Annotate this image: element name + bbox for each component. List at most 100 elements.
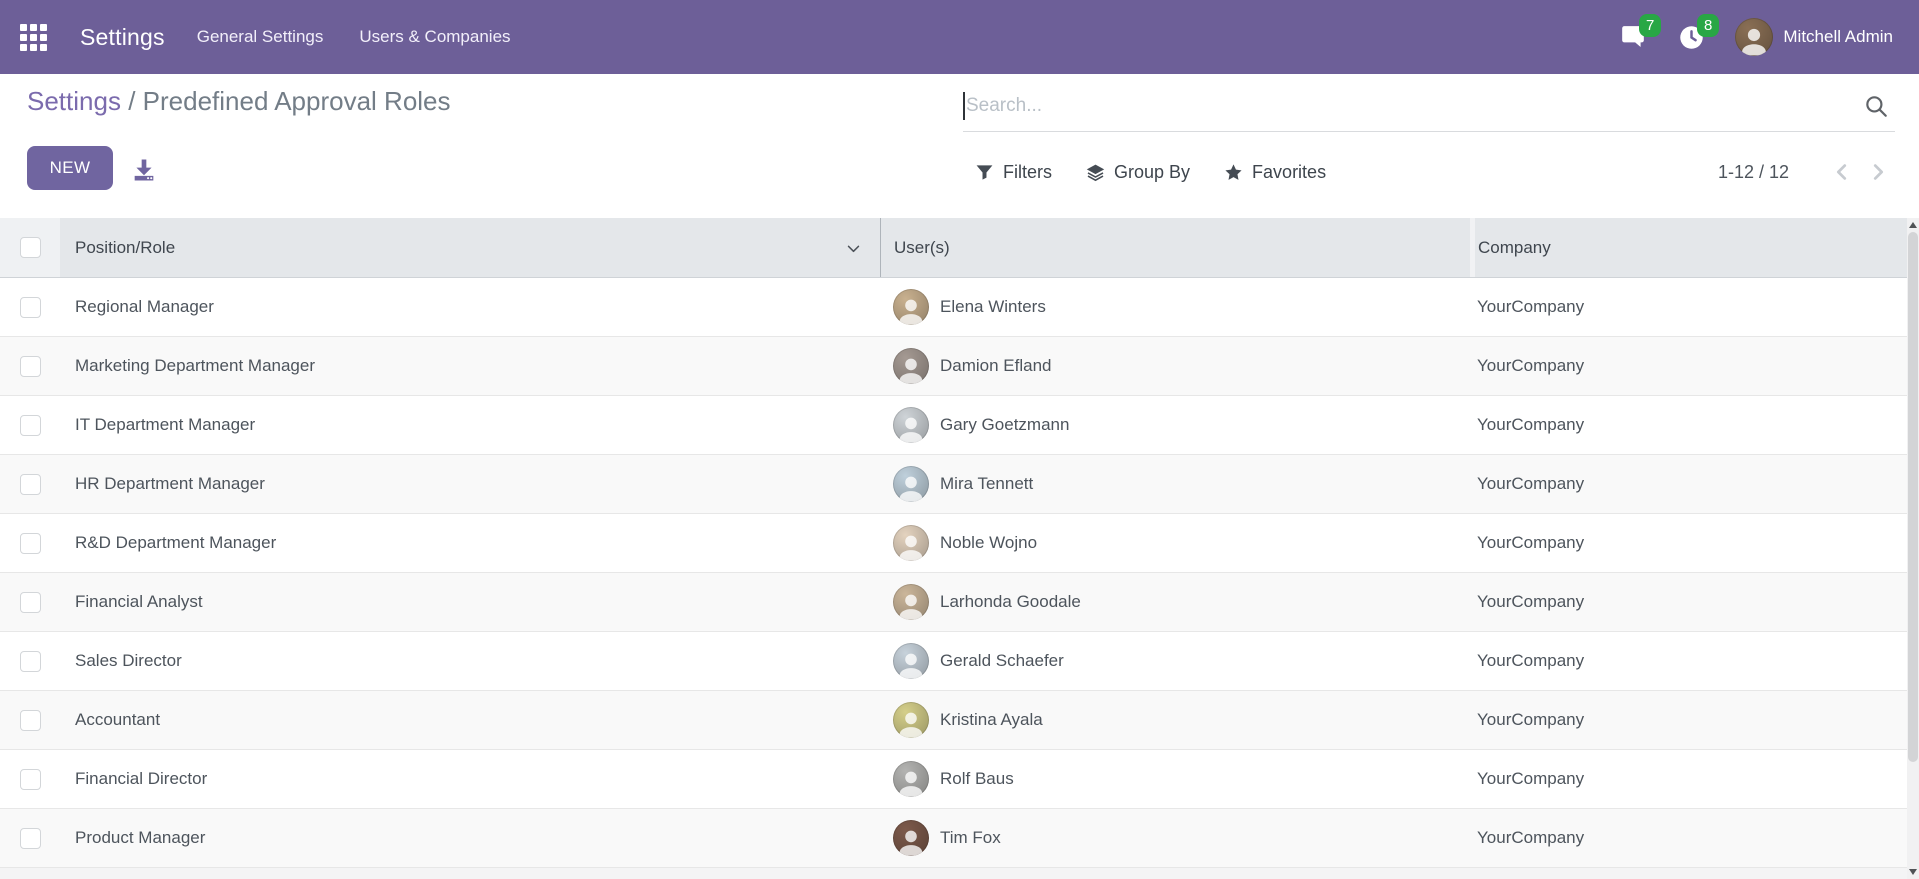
table-row[interactable]: Product Manager Tim Fox YourCompany [0,809,1907,868]
app-name-menu[interactable]: Settings [80,23,165,50]
column-header-position-role[interactable]: Position/Role [60,218,880,277]
user-avatar [893,289,929,325]
row-checkbox[interactable] [19,827,41,849]
breadcrumb-settings-link[interactable]: Settings [27,86,121,116]
activities-button[interactable]: 8 [1669,0,1720,74]
row-checkbox[interactable] [19,473,41,495]
role-label: Marketing Department Manager [75,356,316,375]
row-checkbox-cell [0,514,60,572]
user-avatar [893,466,929,502]
chat-bubble-icon [1622,26,1645,47]
export-download-icon[interactable] [130,156,158,184]
filters-button[interactable]: Filters [975,162,1052,183]
user-name: Gary Goetzmann [940,415,1070,434]
table-row[interactable]: Regional Manager Elena Winters YourCompa… [0,278,1907,337]
user-cell: Noble Wojno [880,514,1470,572]
group-by-button[interactable]: Group By [1086,162,1190,183]
messages-button[interactable]: 7 [1611,0,1662,74]
company-cell: YourCompany [1470,396,1907,454]
company-cell: YourCompany [1470,809,1907,867]
row-checkbox-cell [0,573,60,631]
row-checkbox[interactable] [19,709,41,731]
person-silhouette-icon [899,712,923,738]
layers-icon [1086,164,1105,181]
scroll-up-arrow[interactable] [1907,218,1919,232]
table-header: Position/Role User(s) Company [0,218,1907,278]
person-silhouette-icon [899,358,923,384]
messages-badge: 7 [1639,14,1662,37]
user-menu[interactable]: Mitchell Admin [1783,27,1893,46]
scrollbar-thumb[interactable] [1908,232,1918,762]
triangle-down-icon [1909,869,1917,875]
company-label: YourCompany [1477,415,1585,434]
pager-previous-icon[interactable] [1831,161,1853,183]
user-avatar[interactable] [1735,18,1774,56]
role-cell: IT Department Manager [60,396,880,454]
person-silhouette-icon [1742,28,1767,56]
table-row[interactable]: Marketing Department Manager Damion Efla… [0,337,1907,396]
user-cell: Elena Winters [880,278,1470,336]
favorites-label: Favorites [1252,161,1327,182]
apps-grid-icon[interactable] [8,0,58,74]
search-bar [963,80,1895,132]
select-all-checkbox[interactable] [19,237,41,258]
table-row[interactable]: HR Department Manager Mira Tennett YourC… [0,455,1907,514]
company-label: YourCompany [1477,533,1585,552]
role-label: Product Manager [75,828,206,847]
header-checkbox-cell [0,218,60,277]
search-icon[interactable] [1863,93,1889,119]
breadcrumb: Settings / Predefined Approval Roles [27,86,451,117]
role-label: Regional Manager [75,297,214,316]
row-checkbox[interactable] [19,768,41,790]
user-avatar [893,761,929,797]
user-avatar [893,702,929,738]
user-name: Rolf Baus [940,769,1014,788]
activities-badge: 8 [1697,14,1720,37]
user-cell: Gary Goetzmann [880,396,1470,454]
clock-icon [1680,25,1703,49]
row-checkbox[interactable] [19,532,41,554]
user-cell: Kristina Ayala [880,691,1470,749]
menu-users-companies[interactable]: Users & Companies [359,27,511,46]
table-row[interactable]: Financial Analyst Larhonda Goodale YourC… [0,573,1907,632]
table-row[interactable]: IT Department Manager Gary Goetzmann You… [0,396,1907,455]
menu-general-settings[interactable]: General Settings [196,27,324,46]
vertical-scrollbar[interactable] [1907,218,1919,879]
row-checkbox-cell [0,337,60,395]
table-row[interactable]: Financial Director Rolf Baus YourCompany [0,750,1907,809]
pager-next-icon[interactable] [1867,161,1889,183]
person-silhouette-icon [899,535,923,561]
table-row[interactable]: Sales Director Gerald Schaefer YourCompa… [0,632,1907,691]
role-label: Accountant [75,710,161,729]
new-button[interactable]: NEW [27,146,113,190]
pager-range: 1-12 / 12 [1717,161,1789,182]
user-avatar [893,643,929,679]
role-cell: Sales Director [60,632,880,690]
table-row[interactable]: R&D Department Manager Noble Wojno YourC… [0,514,1907,573]
list-view: Position/Role User(s) Company Regional M… [0,218,1907,879]
user-cell: Rolf Baus [880,750,1470,808]
row-checkbox[interactable] [19,591,41,613]
triangle-up-icon [1909,222,1917,228]
table-row[interactable]: Accountant Kristina Ayala YourCompany [0,691,1907,750]
funnel-icon [976,164,993,180]
row-checkbox-cell [0,632,60,690]
user-cell: Damion Efland [880,337,1470,395]
row-checkbox[interactable] [19,414,41,436]
user-name: Elena Winters [940,297,1046,316]
column-header-users[interactable]: User(s) [880,218,1470,277]
scroll-down-arrow[interactable] [1907,865,1919,879]
user-name: Larhonda Goodale [940,592,1081,611]
role-label: IT Department Manager [75,415,256,434]
row-checkbox[interactable] [19,355,41,377]
favorites-button[interactable]: Favorites [1224,162,1326,183]
search-input[interactable] [966,94,1863,117]
user-name: Damion Efland [940,356,1052,375]
role-cell: Financial Analyst [60,573,880,631]
column-header-company[interactable]: Company [1470,218,1907,277]
row-checkbox[interactable] [19,296,41,318]
row-checkbox[interactable] [19,650,41,672]
role-cell: Product Manager [60,809,880,867]
role-cell: Marketing Department Manager [60,337,880,395]
user-cell: Mira Tennett [880,455,1470,513]
